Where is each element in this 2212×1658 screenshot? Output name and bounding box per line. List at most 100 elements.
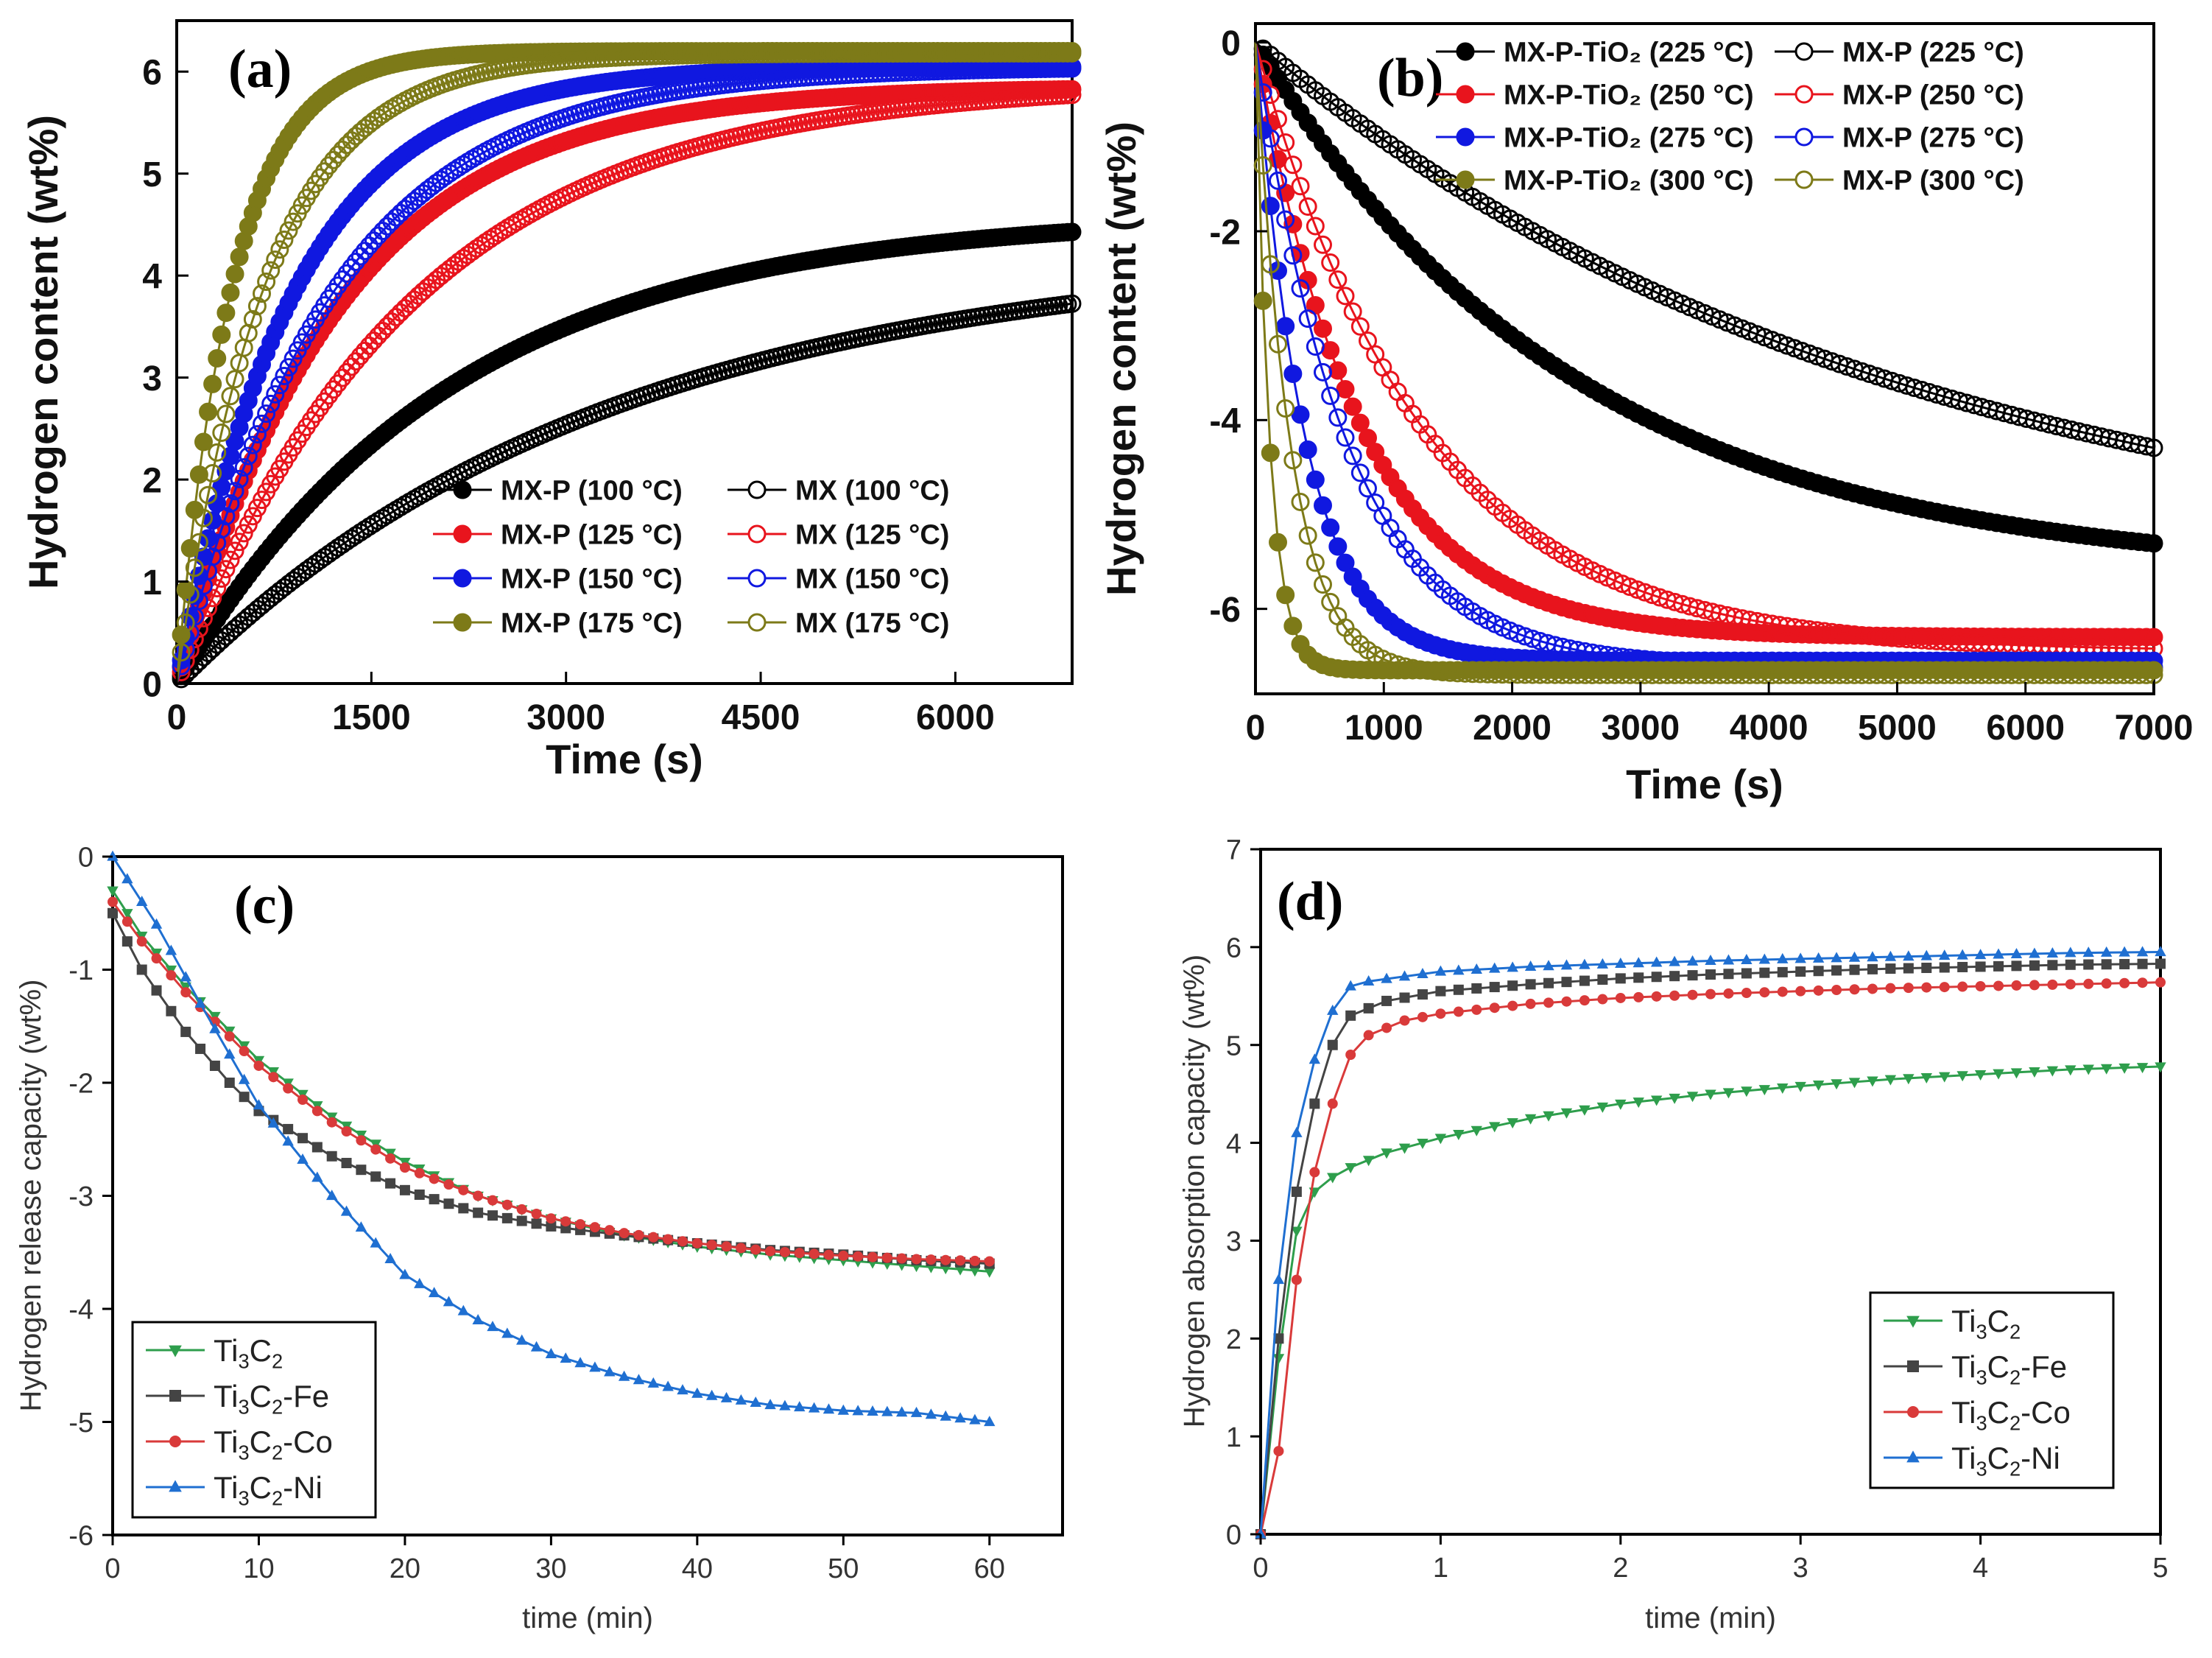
panel-c-point (691, 1387, 703, 1398)
panel-d-point (1560, 1108, 1573, 1119)
panel-a-point (203, 464, 222, 483)
panel-a-point (834, 44, 853, 63)
panel-c-point (560, 1216, 571, 1227)
panel-d-point (2155, 1062, 2166, 1073)
panel-a-point (490, 224, 509, 243)
panel-d-point (1272, 1274, 1285, 1285)
panel-a-point (848, 44, 867, 63)
panel-c-legend-label: Ti3C2-Ni (214, 1470, 323, 1509)
panel-a-point (221, 550, 240, 569)
panel-a-legend-item: MX-P (125 °C) (433, 520, 683, 551)
panel-b-point (1276, 586, 1295, 605)
panel-d-point (1308, 1053, 1321, 1064)
panel-a-point (212, 520, 231, 539)
panel-d-point (1705, 988, 1716, 1000)
panel-b-point (1306, 217, 1325, 236)
panel-b-point (1673, 665, 1691, 684)
panel-c-point (443, 1179, 454, 1190)
panel-b-point (1583, 665, 1602, 684)
panel-a-point (987, 43, 1006, 63)
panel-d-ytick-label: 1 (1226, 1422, 1241, 1453)
panel-d-point (1687, 989, 1698, 1000)
panel-d-point (1543, 1111, 1554, 1122)
panel-a-point (807, 44, 826, 63)
panel-a-ytick-label: 3 (142, 359, 162, 398)
panel-a-point (346, 253, 365, 272)
panel-b-point (1965, 633, 1984, 653)
panel-d-xtick-label: 0 (1253, 1553, 1268, 1584)
panel-b-point (1426, 662, 1445, 681)
panel-a-legend-marker (747, 569, 767, 588)
panel-b-point (1882, 665, 1901, 684)
panel-b-point (1695, 665, 1714, 684)
panel-a-point (373, 508, 392, 527)
panel-d-point (1309, 1167, 1320, 1178)
panel-c-point (150, 918, 163, 929)
panel-b-point (1822, 665, 1842, 684)
panel-c-point (969, 1255, 980, 1266)
panel-a-point (870, 44, 890, 63)
panel-d-point (1957, 961, 1968, 972)
panel-d-series-ti3c2 (1255, 1062, 2166, 1541)
panel-b-legend-item: MX-P (300 °C) (1775, 166, 2024, 197)
panel-d-point (1723, 969, 1734, 980)
panel-b-point (1314, 496, 1332, 515)
panel-c-legend-marker (169, 1480, 182, 1492)
panel-b-point (1808, 665, 1826, 684)
panel-a-point (485, 227, 504, 246)
panel-b-point (1680, 665, 1699, 684)
panel-a-point (208, 349, 227, 368)
panel-d-point (1848, 1078, 1861, 1089)
panel-d-point (1273, 1333, 1284, 1344)
panel-d-point (1975, 981, 1986, 991)
panel-d-point (1885, 983, 1896, 994)
panel-d-point (1453, 1130, 1465, 1141)
panel-c-point (574, 1357, 586, 1368)
panel-d-point (2119, 958, 2130, 969)
panel-a-point (279, 221, 298, 240)
panel-a-point (199, 402, 218, 421)
panel-c-point (283, 1123, 294, 1134)
panel-a-point (216, 404, 236, 424)
panel-d-point (2029, 960, 2040, 971)
panel-a-point (346, 526, 365, 545)
panel-d-legend-marker (1906, 1315, 1920, 1328)
panel-a-point (763, 44, 782, 63)
panel-a-ytick-label: 0 (142, 665, 162, 704)
panel-c-point (326, 1117, 337, 1128)
panel-a-point (243, 310, 262, 329)
panel-b-point (1298, 526, 1317, 545)
panel-c-point (414, 1189, 425, 1200)
panel-b-legend-marker (1456, 42, 1475, 61)
panel-d-point (2046, 946, 2059, 958)
panel-b-point (1725, 665, 1744, 684)
panel-a-point (315, 162, 334, 181)
panel-d-point (1596, 1102, 1609, 1113)
panel-c-point (677, 1384, 688, 1395)
panel-a-point (266, 384, 285, 404)
panel-a-point (1045, 43, 1064, 63)
panel-c-point (473, 1190, 484, 1201)
panel-a-legend-label: MX-P (150 °C) (501, 564, 683, 595)
panel-d-point (1489, 982, 1500, 993)
panel-a-point (208, 579, 227, 598)
panel-c-point (166, 1005, 177, 1016)
panel-c-point (385, 1178, 396, 1189)
panel-b-legend-item: MX-P (225 °C) (1775, 38, 2024, 69)
panel-b-point (1763, 665, 1781, 684)
panel-b-point (1718, 665, 1736, 684)
panel-a-point (1013, 43, 1032, 63)
panel-d-ylabel: Hydrogen absorption capacity (wt%) (1178, 955, 1211, 1428)
panel-c-point (969, 1413, 981, 1425)
panel-d-point (2100, 1064, 2113, 1075)
panel-d-point (1867, 951, 1878, 962)
panel-a-point (1063, 85, 1082, 105)
panel-b-xtick-label: 6000 (1986, 709, 2065, 748)
panel-d-point (1417, 967, 1429, 978)
panel-d-point (2083, 959, 2094, 970)
panel-d-legend-label: Ti3C2 (1951, 1304, 2021, 1343)
panel-c-point (370, 1237, 381, 1248)
panel-b-point (1328, 361, 1348, 380)
panel-c-point (283, 1083, 294, 1094)
panel-b-point (2122, 665, 2141, 684)
